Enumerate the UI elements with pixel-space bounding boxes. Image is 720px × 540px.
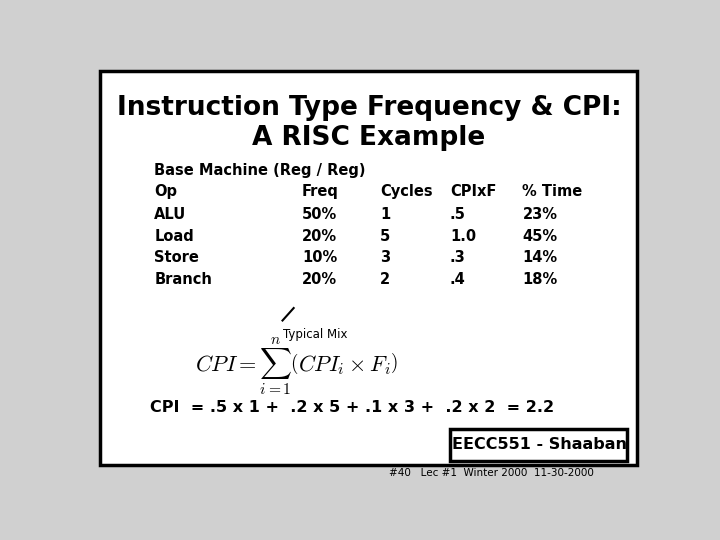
- Text: 14%: 14%: [523, 250, 557, 265]
- Text: EECC551 - Shaaban: EECC551 - Shaaban: [451, 437, 626, 453]
- Text: 20%: 20%: [302, 228, 337, 244]
- Text: Op: Op: [154, 184, 177, 199]
- Text: 10%: 10%: [302, 250, 337, 265]
- Text: #40   Lec #1  Winter 2000  11-30-2000: #40 Lec #1 Winter 2000 11-30-2000: [390, 468, 594, 478]
- Text: CPIxF: CPIxF: [450, 184, 496, 199]
- Text: 3: 3: [380, 250, 390, 265]
- Text: Branch: Branch: [154, 272, 212, 287]
- Text: 18%: 18%: [523, 272, 558, 287]
- Text: $CPI = \sum_{i=1}^{n}\left(CPI_i \times F_i\right)$: $CPI = \sum_{i=1}^{n}\left(CPI_i \times …: [195, 335, 398, 397]
- Text: 23%: 23%: [523, 207, 557, 222]
- Text: CPI  = .5 x 1 +  .2 x 5 + .1 x 3 +  .2 x 2  = 2.2: CPI = .5 x 1 + .2 x 5 + .1 x 3 + .2 x 2 …: [150, 400, 554, 415]
- Text: 1.0: 1.0: [450, 228, 476, 244]
- Text: .3: .3: [450, 250, 466, 265]
- FancyBboxPatch shape: [450, 429, 627, 461]
- Text: 2: 2: [380, 272, 390, 287]
- Text: Load: Load: [154, 228, 194, 244]
- Text: A RISC Example: A RISC Example: [253, 125, 485, 151]
- Text: Cycles: Cycles: [380, 184, 433, 199]
- Text: Typical Mix: Typical Mix: [282, 328, 347, 341]
- Text: 5: 5: [380, 228, 390, 244]
- FancyBboxPatch shape: [100, 71, 637, 465]
- Text: Store: Store: [154, 250, 199, 265]
- Text: Freq: Freq: [302, 184, 339, 199]
- Text: ALU: ALU: [154, 207, 186, 222]
- Text: Instruction Type Frequency & CPI:: Instruction Type Frequency & CPI:: [117, 96, 621, 122]
- Text: .5: .5: [450, 207, 466, 222]
- Text: .4: .4: [450, 272, 466, 287]
- Text: 50%: 50%: [302, 207, 337, 222]
- Text: 20%: 20%: [302, 272, 337, 287]
- Text: Base Machine (Reg / Reg): Base Machine (Reg / Reg): [154, 163, 366, 178]
- Text: 1: 1: [380, 207, 390, 222]
- Text: % Time: % Time: [523, 184, 582, 199]
- Text: 45%: 45%: [523, 228, 557, 244]
